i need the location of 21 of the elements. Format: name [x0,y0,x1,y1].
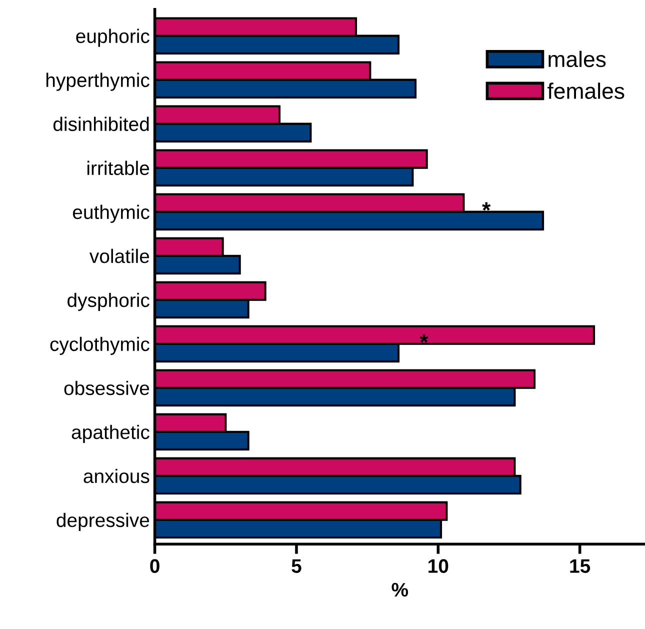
y-tick-label: hyperthymic [46,72,150,91]
y-tick-label: irritable [87,160,150,176]
y-tick-label: apathetic [72,424,150,443]
y-tick-label: anxious [84,468,150,484]
x-tick-label: 0 [150,559,160,573]
y-tick-label: depressive [56,512,150,531]
annotation: * [482,202,491,211]
legend-label: females [548,82,624,99]
legend-label: males [548,50,606,68]
annotation: * [420,334,428,343]
x-tick-label: 15 [570,559,590,573]
y-tick-label: obsessive [64,380,150,396]
y-tick-label: disinhibited [53,116,149,132]
y-tick-label: cyclothymic [50,336,150,355]
x-tick-label: 5 [292,559,302,573]
y-tick-label: euthymic [72,204,150,223]
y-tick-label: euphoric [76,28,150,47]
x-axis-title: % [392,582,408,597]
x-tick-label: 10 [428,559,448,573]
y-tick-label: volatile [89,248,150,264]
y-tick-label: dysphoric [68,292,150,311]
